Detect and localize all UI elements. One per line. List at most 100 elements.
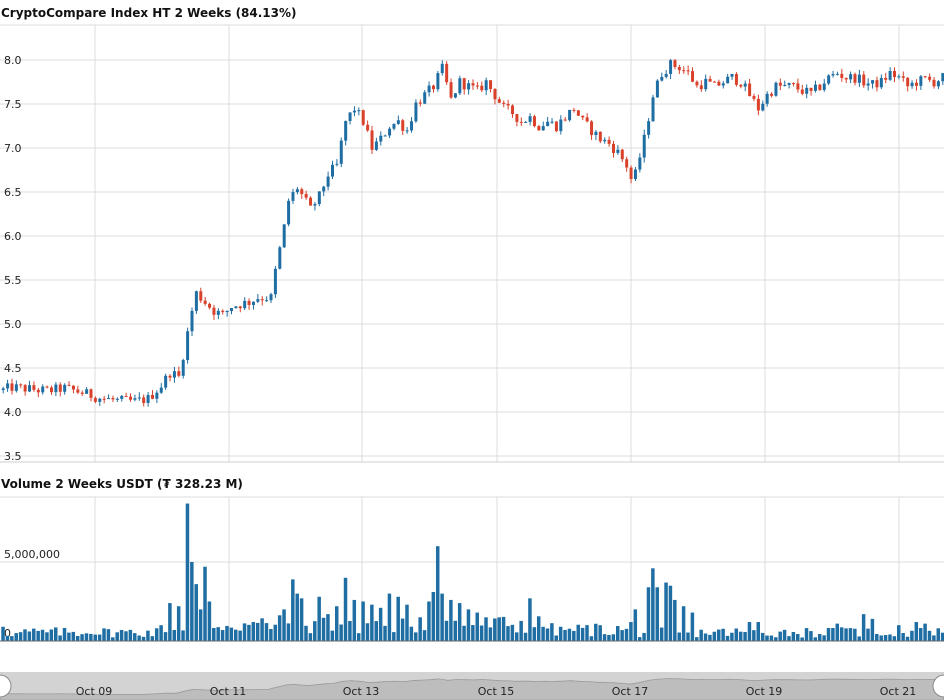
volume-bar	[624, 628, 629, 641]
volume-bar	[646, 587, 651, 641]
navigator-left-handle[interactable]	[0, 674, 12, 698]
candle-body	[761, 103, 765, 111]
volume-bar	[242, 623, 247, 641]
volume-bar	[510, 624, 515, 641]
price-chart-title: CryptoCompare Index HT 2 Weeks (84.13%)	[1, 6, 297, 20]
candle-body	[502, 102, 506, 104]
volume-bar	[493, 618, 497, 641]
volume-bar	[572, 630, 576, 641]
volume-bar	[27, 631, 32, 641]
volume-bar	[84, 633, 89, 641]
candle-body	[550, 121, 554, 123]
volume-bar	[400, 618, 405, 641]
candle-body	[269, 294, 273, 301]
volume-bar	[664, 582, 668, 641]
volume-bar	[137, 635, 141, 641]
candle-body	[89, 389, 93, 398]
price-y-tick-label: 5.5	[4, 274, 22, 287]
candle-body	[660, 76, 664, 81]
volume-bar	[633, 609, 638, 641]
candle-body	[177, 371, 181, 376]
candle-body	[524, 121, 528, 123]
volume-bar	[651, 568, 655, 641]
volume-bar	[387, 593, 392, 641]
volume-bar	[844, 628, 848, 641]
candle-body	[330, 164, 334, 177]
price-y-tick-label: 7.0	[4, 142, 22, 155]
volume-bar	[576, 624, 580, 641]
volume-bar	[545, 628, 550, 641]
candle-body	[287, 200, 291, 225]
candle-body	[1, 388, 5, 390]
volume-bar	[449, 599, 453, 641]
candle-body	[137, 397, 141, 399]
volume-bar	[809, 631, 813, 641]
volume-bar-series	[1, 503, 944, 641]
volume-bar	[848, 628, 853, 641]
candle-body	[765, 93, 769, 104]
volume-bar	[479, 625, 484, 641]
volume-bar	[888, 634, 892, 641]
volume-bar	[594, 623, 598, 641]
candle-body	[449, 82, 453, 98]
volume-bar	[396, 596, 400, 641]
navigator-right-handle[interactable]	[932, 674, 944, 698]
volume-bar	[269, 628, 273, 641]
candle-body	[655, 80, 659, 98]
volume-bar	[23, 629, 27, 641]
candle-body	[699, 85, 703, 90]
volume-bar	[282, 609, 286, 641]
volume-bar	[475, 612, 479, 641]
volume-bar	[115, 632, 119, 641]
candle-body	[273, 268, 277, 295]
candle-body	[260, 299, 264, 301]
candle-body	[10, 383, 14, 391]
candle-body	[49, 387, 53, 393]
price-gridlines	[0, 24, 944, 462]
volume-bar	[690, 612, 695, 641]
volume-bar	[940, 632, 944, 641]
candle-body	[168, 375, 172, 378]
candle-body	[344, 120, 348, 141]
candle-body	[691, 71, 695, 82]
volume-bar	[431, 592, 436, 641]
volume-bar	[370, 604, 374, 641]
volume-bar	[255, 622, 260, 641]
navigator[interactable]: Oct 09 Oct 11 Oct 13 Oct 15 Oct 17 Oct 19 Oct …	[0, 672, 944, 700]
volume-y-tick-label: 5,000,000	[4, 548, 60, 561]
volume-bar	[734, 628, 739, 641]
volume-bar	[435, 546, 440, 641]
volume-bar	[892, 636, 897, 641]
candle-body	[467, 83, 471, 90]
candle-body	[418, 102, 422, 104]
candle-body	[265, 300, 269, 302]
candle-body	[366, 124, 370, 131]
volume-bar	[365, 623, 370, 641]
candle-body	[590, 121, 594, 136]
candle-body	[879, 77, 883, 88]
candle-body	[107, 398, 111, 400]
volume-bar	[923, 623, 927, 641]
candle-body	[383, 135, 387, 137]
volume-bar	[392, 632, 396, 641]
volume-bar	[752, 630, 756, 641]
candle-body	[475, 85, 479, 87]
candle-body	[576, 110, 580, 116]
volume-chart-title: Volume 2 Weeks USDT (₮ 328.23 M)	[1, 477, 243, 491]
candle-body	[335, 163, 339, 165]
candle-body	[796, 83, 800, 90]
volume-bar	[317, 596, 321, 641]
price-y-tick-label: 8.0	[4, 54, 22, 67]
volume-bar	[339, 624, 343, 641]
volume-bar	[488, 627, 493, 641]
volume-bar	[787, 636, 791, 641]
volume-bar	[150, 636, 155, 641]
candle-body	[695, 81, 699, 86]
volume-bar	[124, 631, 128, 641]
volume-bar	[348, 621, 352, 641]
candle-body	[708, 78, 712, 82]
candle-body	[221, 310, 225, 313]
volume-bar	[67, 632, 71, 641]
volume-bar	[835, 623, 840, 641]
candle-body	[822, 83, 826, 90]
